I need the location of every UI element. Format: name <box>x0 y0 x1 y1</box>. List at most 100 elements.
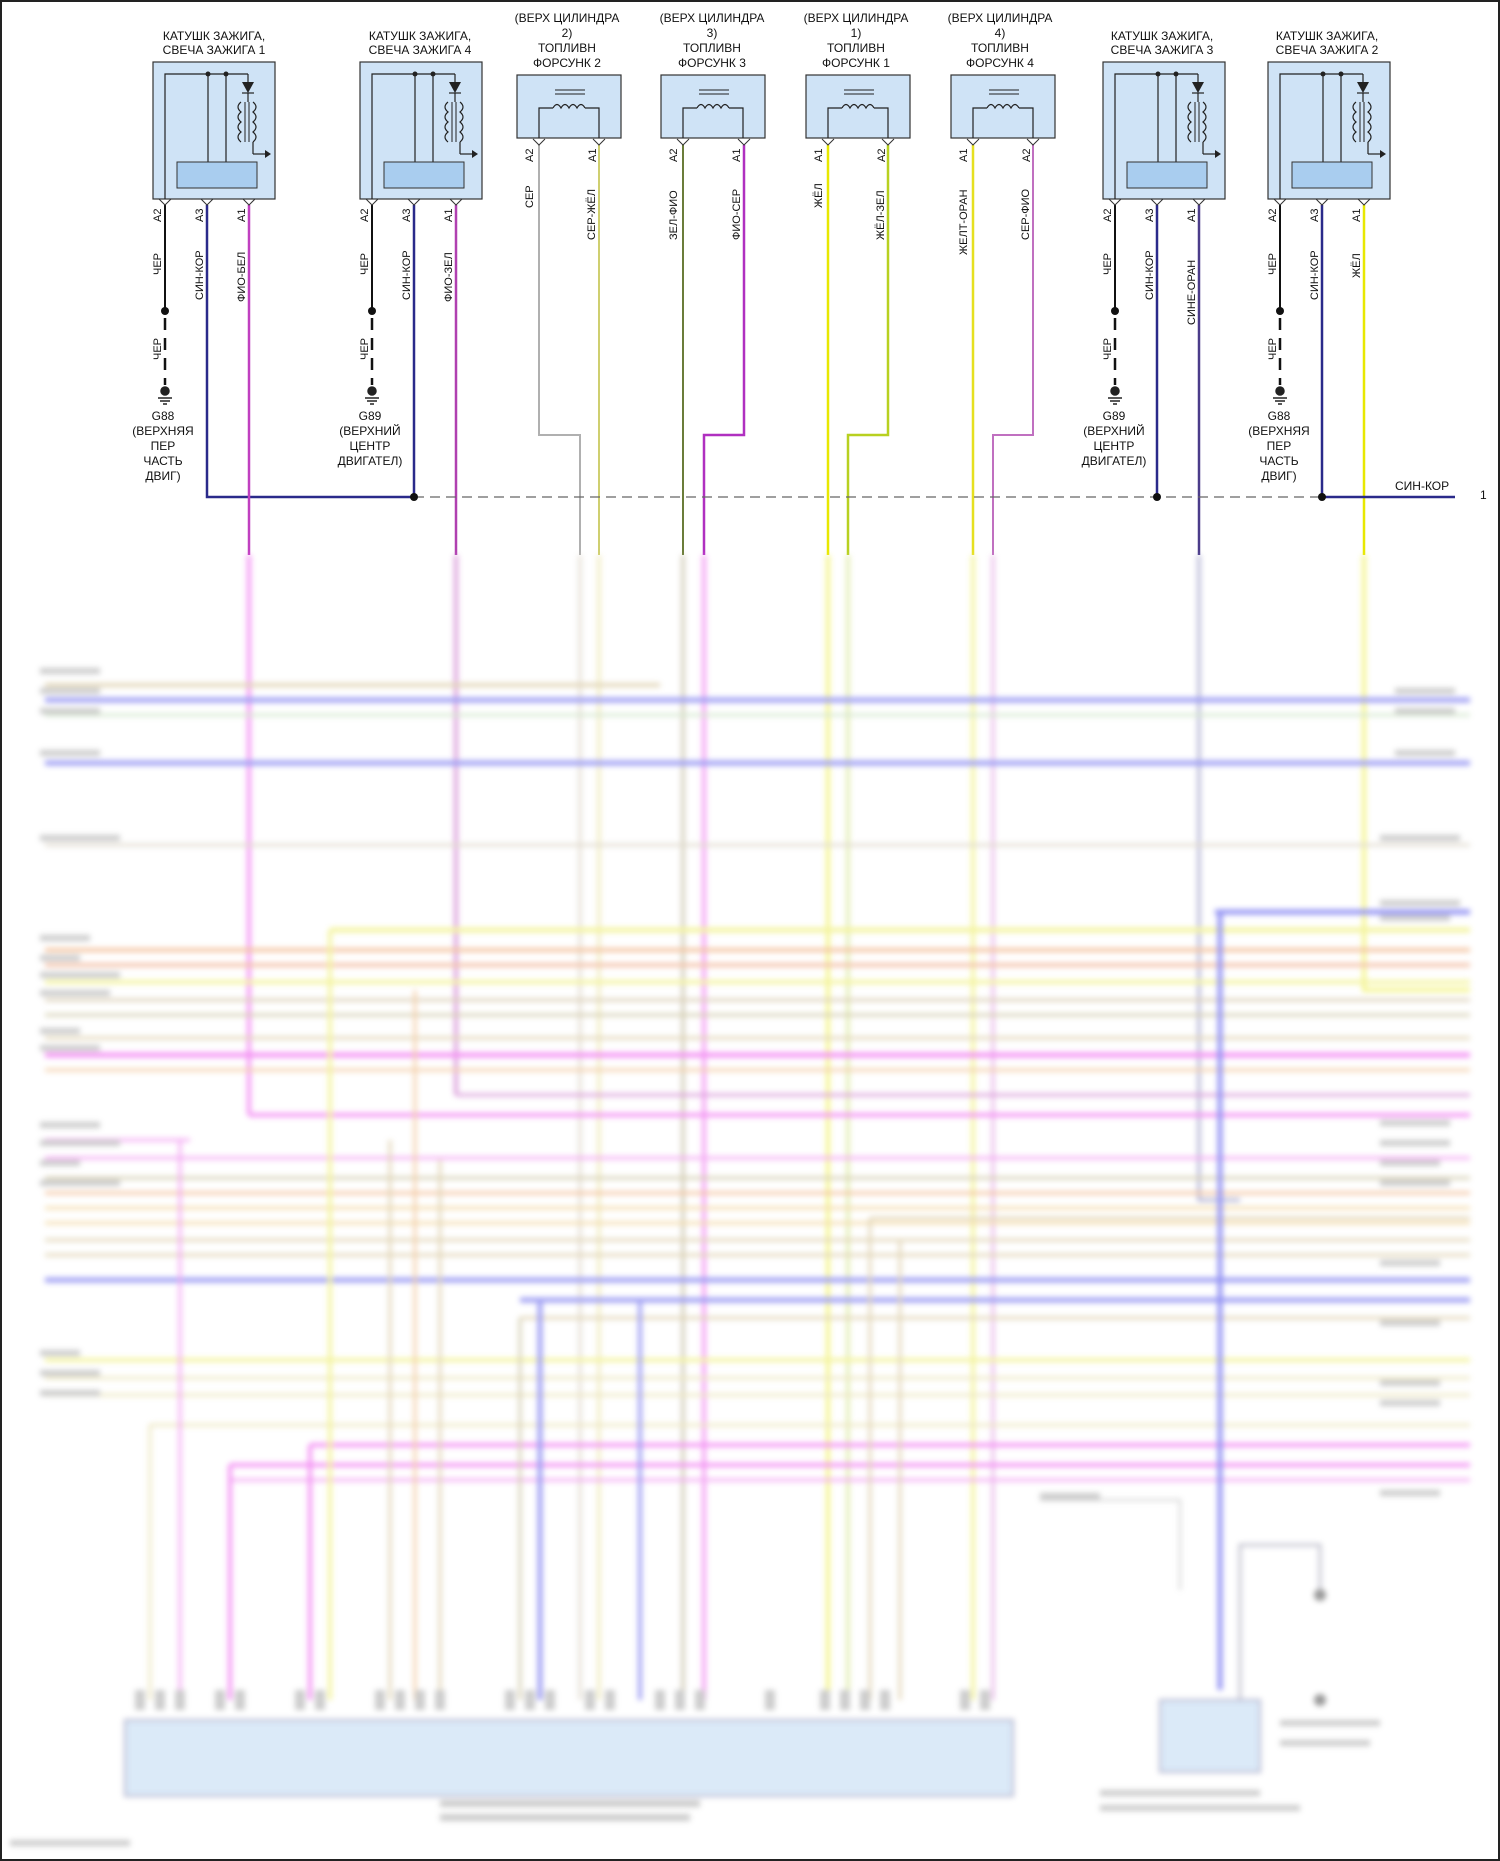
g3-line-3: ЦЕНТР <box>1094 439 1135 453</box>
coil4-pin-a1: A1 <box>443 209 455 222</box>
coil1-symbol <box>152 61 276 200</box>
coil2-pin-a2: A2 <box>1267 209 1279 222</box>
inj3-wire-label-2: ФИО-СЕР <box>731 189 743 240</box>
inj2-grey-wire <box>538 145 581 555</box>
bus-ref: 1 <box>1480 488 1487 502</box>
inj1-title-2: 1) <box>851 26 862 40</box>
coil2-title-2: СВЕЧА ЗАЖИГА 2 <box>1276 43 1379 57</box>
inj2-pin-a2: A2 <box>524 149 536 162</box>
g2-line-2: (ВЕРХНИЙ <box>339 423 400 438</box>
coil4-ground-label: ЧЕР <box>359 338 371 360</box>
component-titles: КАТУШК ЗАЖИГА, СВЕЧА ЗАЖИГА 1 КАТУШК ЗАЖ… <box>163 11 1379 70</box>
ground-symbols <box>158 386 1287 405</box>
g4-line-2: (ВЕРХНЯЯ <box>1248 424 1309 438</box>
coil4-wire-label-3: ФИО-ЗЕЛ <box>443 252 455 302</box>
coil4-pin-a3: A3 <box>401 209 413 222</box>
ground-icon <box>1108 386 1122 405</box>
g4-line-4: ЧАСТЬ <box>1259 454 1298 468</box>
g1-line-3: ПЕР <box>151 439 176 453</box>
coil2-symbol <box>1267 61 1391 200</box>
inj4-pin-a2: A2 <box>1021 149 1033 162</box>
coil3-wire-label-3: СИНЕ-ОРАН <box>1186 260 1198 325</box>
coil1-pin-a3: A3 <box>194 209 206 222</box>
coil4-wire-label-2: СИН-КОР <box>401 250 413 300</box>
coil2-wire-label-2: СИН-КОР <box>1309 250 1321 300</box>
coil3-pin-a1: A1 <box>1186 209 1198 222</box>
coil2-splice <box>1276 307 1284 315</box>
inj4-wire-label-1: ЖЕЛТ-ОРАН <box>958 189 970 255</box>
inj2-title-2: 2) <box>562 26 573 40</box>
coil3-pin-a2: A2 <box>1102 209 1114 222</box>
inj2-title-4: ФОРСУНК 2 <box>533 56 601 70</box>
inj2-wire-label-2: СЕР-ЖЁЛ <box>586 189 598 240</box>
coil3-wire-label-2: СИН-КОР <box>1144 250 1156 300</box>
inj1-title-1: (ВЕРХ ЦИЛИНДРА <box>804 11 909 25</box>
inj4-title-3: ТОПЛИВН <box>971 41 1029 55</box>
g4-line-5: ДВИГ) <box>1261 469 1296 483</box>
bus-label: СИН-КОР <box>1395 479 1449 493</box>
bus-splice-3 <box>1318 493 1326 501</box>
coil1-navy-wire <box>205 205 414 499</box>
inj3-violet-grey-wire <box>702 145 746 555</box>
inj4-pin-a1: A1 <box>958 149 970 162</box>
g1-line-4: ЧАСТЬ <box>143 454 182 468</box>
coil3-ground-label: ЧЕР <box>1102 338 1114 360</box>
coil1-title-1: КАТУШК ЗАЖИГА, <box>163 29 265 43</box>
inj2-wire-label-1: СЕР <box>524 185 536 208</box>
inj1-symbol <box>805 74 911 139</box>
coil2-ground-label: ЧЕР <box>1267 338 1279 360</box>
inj2-title-3: ТОПЛИВН <box>538 41 596 55</box>
inj1-pin-a1: A1 <box>813 149 825 162</box>
g2-line-1: G89 <box>359 409 382 423</box>
inj2-pin-a1: A1 <box>587 149 599 162</box>
inj1-title-4: ФОРСУНК 1 <box>822 56 890 70</box>
coil2-pin-a3: A3 <box>1309 209 1321 222</box>
coil1-title-2: СВЕЧА ЗАЖИГА 1 <box>163 43 266 57</box>
inj1-title-3: ТОПЛИВН <box>827 41 885 55</box>
inj3-title-4: ФОРСУНК 3 <box>678 56 746 70</box>
inj4-title-2: 4) <box>995 26 1006 40</box>
coil3-symbol <box>1102 61 1226 200</box>
inj3-title-1: (ВЕРХ ЦИЛИНДРА <box>660 11 765 25</box>
coil1-pin-a2: A2 <box>152 209 164 222</box>
top-wires <box>161 145 1455 555</box>
coil4-symbol <box>359 61 483 200</box>
inj4-title-4: ФОРСУНК 4 <box>966 56 1034 70</box>
ground-icon <box>158 386 172 405</box>
coil1-wire-label-2: СИН-КОР <box>194 250 206 300</box>
coil4-title-2: СВЕЧА ЗАЖИГА 4 <box>369 43 472 57</box>
ground-icon <box>365 386 379 405</box>
inj3-pin-a2: A2 <box>668 149 680 162</box>
inj4-wire-label-2: СЕР-ФИО <box>1020 188 1032 240</box>
inj2-title-1: (ВЕРХ ЦИЛИНДРА <box>515 11 620 25</box>
inj4-grey-violet-wire <box>992 145 1034 555</box>
coil2-wire-label-3: ЖЁЛ <box>1351 253 1363 278</box>
coil1-wire-label-3: ФИО-БЕЛ <box>236 252 248 302</box>
coil3-pin-a3: A3 <box>1144 209 1156 222</box>
coil1-pin-a1: A1 <box>236 209 248 222</box>
bus-splice-2 <box>1153 493 1161 501</box>
wire-labels: ЧЕР СИН-КОР ФИО-БЕЛ ЧЕР ЧЕР СИН-КОР ФИО-… <box>152 183 1487 502</box>
g3-line-2: (ВЕРХНИЙ <box>1083 423 1144 438</box>
inj3-symbol <box>660 74 766 139</box>
inj3-wire-label-1: ЗЕЛ-ФИО <box>668 190 680 240</box>
coil2-title-1: КАТУШК ЗАЖИГА, <box>1276 29 1378 43</box>
inj4-symbol <box>950 74 1056 139</box>
g2-line-4: ДВИГАТЕЛ) <box>338 454 403 468</box>
coil4-splice <box>368 307 376 315</box>
inj1-wire-label-1: ЖЁЛ <box>813 183 825 208</box>
obscured-lower-section <box>10 555 1470 1846</box>
inj2-symbol <box>516 74 622 139</box>
pin-labels: A2 A3 A1 A2 A3 A1 A2 A1 A2 A1 A1 A2 A1 A… <box>152 149 1363 222</box>
inj3-title-2: 3) <box>707 26 718 40</box>
coil3-wire-label-1: ЧЕР <box>1102 253 1114 275</box>
g4-line-3: ПЕР <box>1267 439 1292 453</box>
ground-labels: G88 (ВЕРХНЯЯ ПЕР ЧАСТЬ ДВИГ) G89 (ВЕРХНИ… <box>132 409 1309 483</box>
g2-line-3: ЦЕНТР <box>350 439 391 453</box>
coil1-ground-label: ЧЕР <box>152 338 164 360</box>
inj1-wire-label-2: ЖЁЛ-ЗЕЛ <box>875 190 887 240</box>
coil3-title-2: СВЕЧА ЗАЖИГА 3 <box>1111 43 1214 57</box>
inj1-yellow-green-wire <box>846 145 890 555</box>
inj1-pin-a2: A2 <box>876 149 888 162</box>
